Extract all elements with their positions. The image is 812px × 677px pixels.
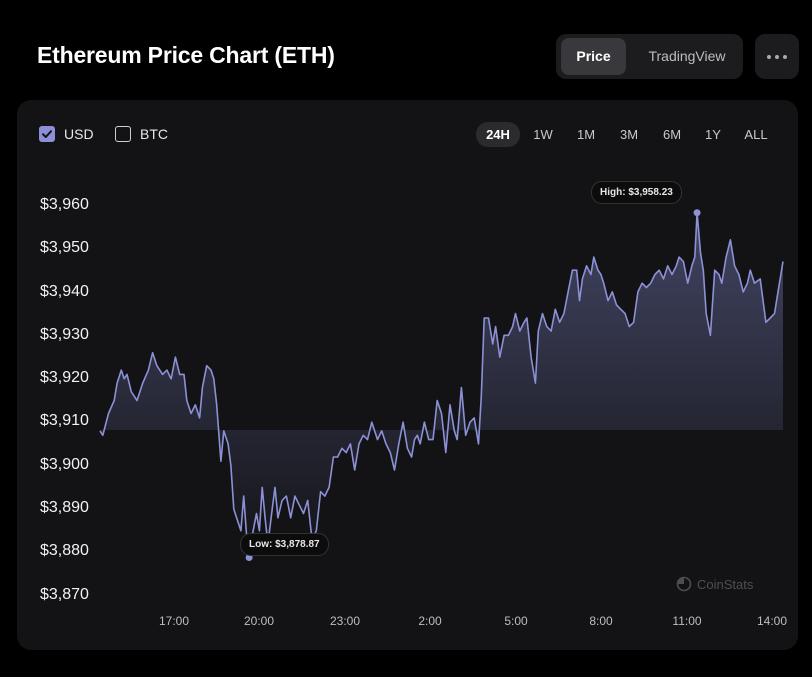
- price-line: [99, 211, 784, 559]
- range-1w[interactable]: 1W: [533, 127, 553, 142]
- high-tooltip: High: $3,958.23: [591, 181, 682, 204]
- range-all[interactable]: ALL: [744, 127, 768, 142]
- page-title: Ethereum Price Chart (ETH): [37, 42, 335, 68]
- checked-icon: [39, 126, 55, 142]
- price-area: [100, 212, 783, 558]
- btc-label: BTC: [140, 126, 168, 142]
- range-24h[interactable]: 24H: [476, 122, 520, 147]
- btc-checkbox[interactable]: BTC: [115, 126, 168, 142]
- range-3m[interactable]: 3M: [619, 127, 639, 142]
- watermark-text: CoinStats: [697, 576, 754, 592]
- watermark: CoinStats: [676, 576, 753, 592]
- x-tick-label: 5:00: [504, 614, 528, 628]
- y-tick-label: $3,870: [40, 586, 89, 603]
- x-tick-label: 14:00: [756, 614, 788, 628]
- x-tick-label: 17:00: [158, 614, 190, 628]
- range-1y[interactable]: 1Y: [705, 127, 721, 142]
- x-tick-label: 20:00: [243, 614, 275, 628]
- x-tick-label: 8:00: [589, 614, 613, 628]
- x-tick-label: 11:00: [672, 614, 702, 628]
- usd-checkbox[interactable]: USD: [39, 126, 94, 142]
- y-tick-label: $3,940: [40, 283, 89, 300]
- unchecked-icon: [115, 126, 131, 142]
- high-point: [693, 209, 701, 217]
- usd-label: USD: [64, 126, 94, 142]
- price-tab[interactable]: Price: [561, 38, 626, 75]
- y-tick-label: $3,950: [40, 239, 89, 256]
- pie-chart-icon: [676, 576, 692, 592]
- range-6m[interactable]: 6M: [662, 127, 682, 142]
- tradingview-tab[interactable]: TradingView: [648, 48, 726, 64]
- y-tick-label: $3,930: [40, 326, 89, 343]
- view-toggle: Price TradingView: [556, 34, 743, 79]
- y-tick-label: $3,960: [40, 196, 89, 213]
- y-tick-label: $3,880: [40, 542, 89, 559]
- y-tick-label: $3,900: [40, 456, 89, 473]
- x-tick-label: 23:00: [329, 614, 361, 628]
- ellipsis-icon: [767, 54, 771, 59]
- x-tick-label: 2:00: [418, 614, 442, 628]
- y-tick-label: $3,910: [40, 412, 89, 429]
- more-options-button[interactable]: [755, 34, 799, 79]
- y-tick-label: $3,920: [40, 369, 89, 386]
- y-tick-label: $3,890: [40, 499, 89, 516]
- low-tooltip: Low: $3,878.87: [240, 533, 329, 556]
- range-1m[interactable]: 1M: [576, 127, 596, 142]
